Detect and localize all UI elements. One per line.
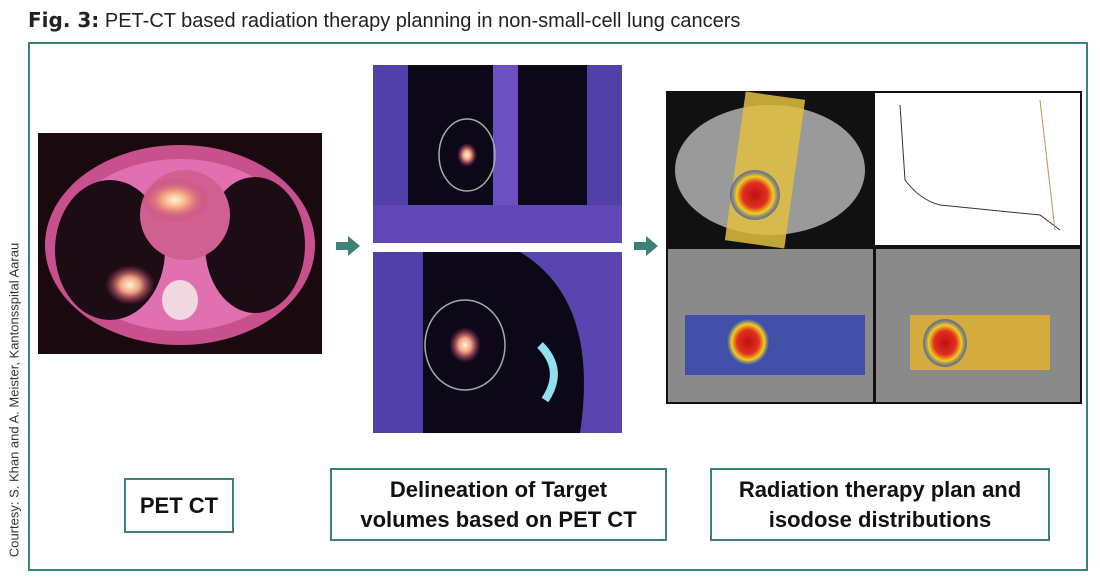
frame	[28, 42, 1088, 571]
delineation-images	[373, 65, 622, 433]
pet-ct-image	[38, 133, 322, 354]
caption: Fig. 3: PET-CT based radiation therapy p…	[28, 8, 740, 33]
arrow	[634, 236, 658, 256]
caption-text: PET-CT based radiation therapy planning …	[104, 10, 741, 32]
plan-images	[666, 91, 1082, 404]
step-box: PET CT	[124, 478, 234, 533]
step-box: Delineation of Target volumes based on P…	[330, 468, 667, 541]
caption-label: Fig. 3:	[28, 8, 100, 32]
arrow	[336, 236, 360, 256]
step-box: Radiation therapy plan and isodose distr…	[710, 468, 1050, 541]
